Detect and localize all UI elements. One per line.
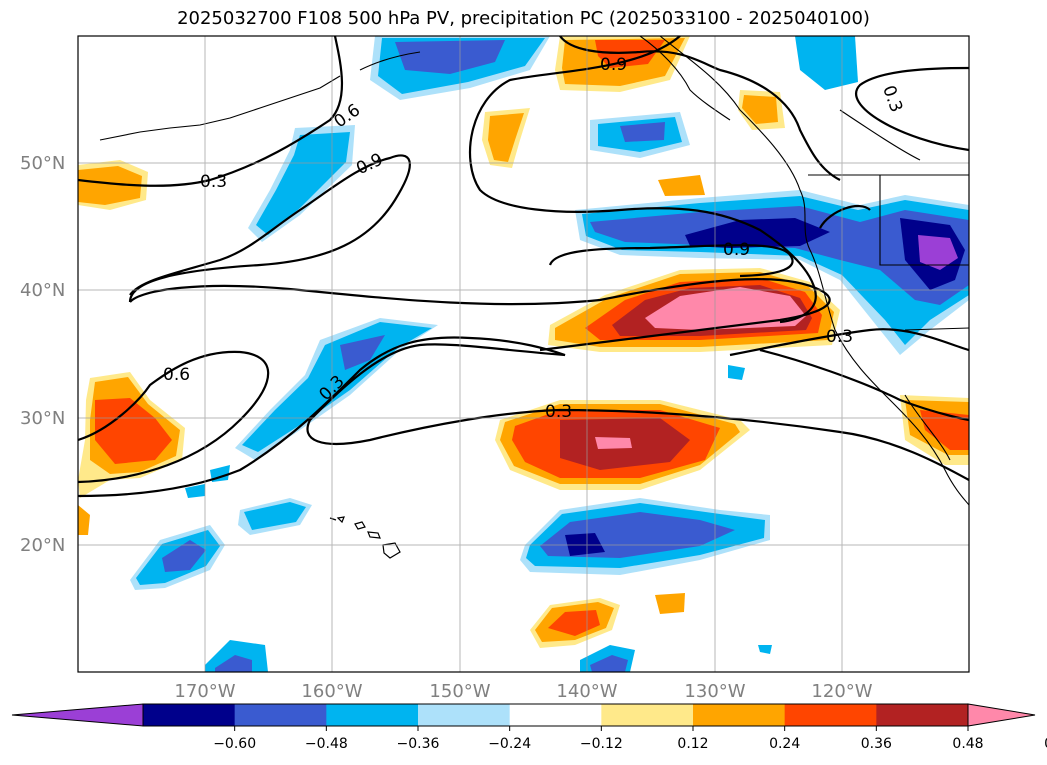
- contour-label: 0.9: [723, 240, 750, 260]
- colorbar-tick-label: 0.36: [861, 736, 892, 752]
- precip-fills: [78, 36, 969, 672]
- lon-axis-labels: 170°W 160°W 150°W 140°W 130°W 120°W: [174, 681, 872, 702]
- colorbar-segment: [693, 704, 786, 726]
- colorbar-tick-label: −0.12: [580, 736, 623, 752]
- contour-label: 0.6: [163, 365, 190, 385]
- map-title: 2025032700 F108 500 hPa PV, precipitatio…: [177, 8, 870, 29]
- colorbar-ticks: −0.60 −0.48 −0.36 −0.24 −0.12 0.12 0.24 0.36 0.4…: [213, 726, 1047, 752]
- colorbar-segments: [11, 703, 1036, 727]
- colorbar: −0.60 −0.48 −0.36 −0.24 −0.12 0.12 0.24 0.36 0.4…: [11, 703, 1047, 752]
- hawaii-islands: [329, 516, 401, 559]
- lon-label-130w: 130°W: [684, 681, 745, 702]
- colorbar-segment: [143, 704, 236, 726]
- lat-axis-labels: 50°N 40°N 30°N 20°N: [20, 153, 65, 556]
- colorbar-tick-label: 0.48: [952, 736, 983, 752]
- lon-label-140w: 140°W: [556, 681, 617, 702]
- lon-label-150w: 150°W: [429, 681, 490, 702]
- lat-label-40n: 40°N: [20, 280, 65, 301]
- lon-label-120w: 120°W: [811, 681, 872, 702]
- pv-contours: [78, 36, 969, 498]
- colorbar-segment: [234, 704, 327, 726]
- colorbar-tick-label: 0.12: [677, 736, 708, 752]
- colorbar-segment: [418, 704, 511, 726]
- colorbar-tick-label: −0.36: [397, 736, 440, 752]
- colorbar-frame: [142, 703, 969, 727]
- map-frame: [77, 35, 970, 673]
- lat-label-50n: 50°N: [20, 153, 65, 174]
- contour-label: 0.3: [545, 402, 572, 422]
- colorbar-segment: [876, 704, 969, 726]
- colorbar-tick-label: 0.60: [1044, 736, 1047, 752]
- contour-label: 0.3: [826, 327, 853, 347]
- lat-label-20n: 20°N: [20, 535, 65, 556]
- coastlines: [99, 36, 969, 506]
- contour-label: 0.3: [200, 172, 227, 192]
- lat-label-30n: 30°N: [20, 408, 65, 429]
- colorbar-segment: [326, 704, 419, 726]
- colorbar-tick-label: −0.24: [488, 736, 531, 752]
- colorbar-segment: [601, 704, 694, 726]
- colorbar-tick-label: −0.48: [305, 736, 348, 752]
- colorbar-segment: [784, 704, 877, 726]
- colorbar-tick-label: 0.24: [769, 736, 800, 752]
- lon-label-160w: 160°W: [301, 681, 362, 702]
- colorbar-tick-label: −0.60: [213, 736, 256, 752]
- map-panel: 0.6 0.9 0.3 0.9 0.3 0.9 0.3 0.6 0.3 0.3: [78, 36, 969, 672]
- colorbar-segment: [509, 704, 602, 726]
- colorbar-extend-high: [967, 703, 1036, 727]
- contour-label: 0.9: [600, 55, 627, 75]
- colorbar-extend-low: [11, 703, 144, 727]
- lon-label-170w: 170°W: [174, 681, 235, 702]
- gridlines: [78, 36, 969, 672]
